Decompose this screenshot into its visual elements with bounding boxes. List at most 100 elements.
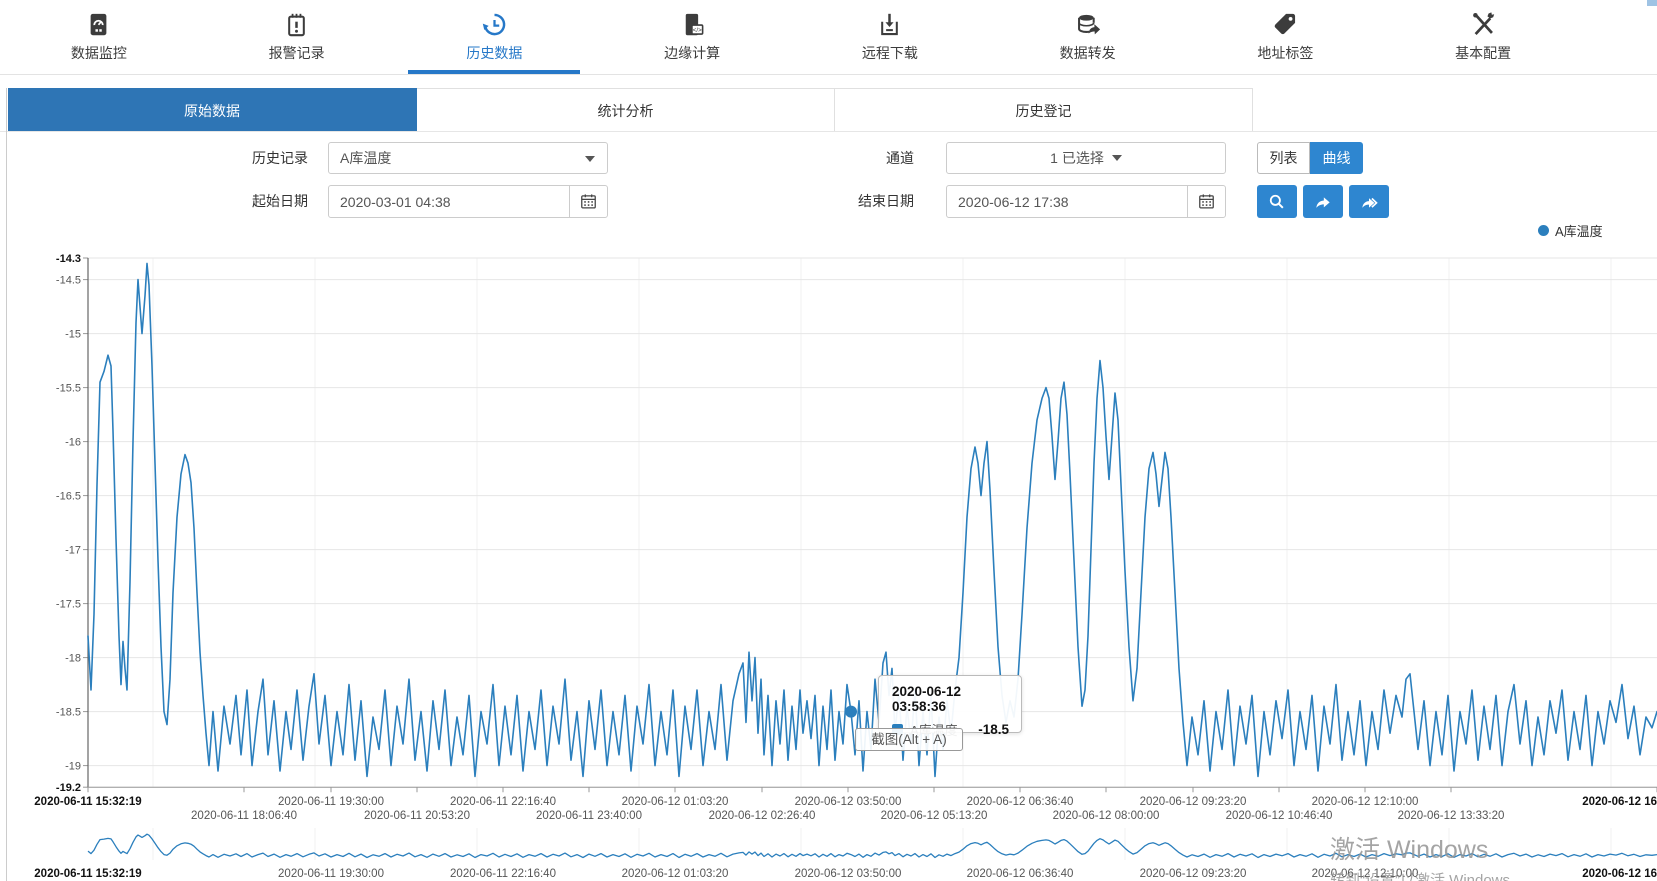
tab-history-log[interactable]: 历史登记 (835, 88, 1253, 132)
monitor-gauge-icon (91, 13, 107, 36)
datazoom-navigator[interactable]: 2020-06-11 15:32:19 2020-06-11 19:30:00 20… (34, 833, 1657, 880)
navigator-label: 2020-06-12 12:10:00 (1312, 868, 1419, 880)
search-icon (1269, 194, 1284, 209)
tab-statistics[interactable]: 统计分析 (417, 88, 835, 132)
history-record-value: A库温度 (340, 150, 392, 166)
legend-a-warehouse-temp[interactable]: A库温度 (1538, 221, 1603, 240)
svg-text:2020-06-11 22:16:40: 2020-06-11 22:16:40 (450, 796, 556, 808)
left-panel-border (6, 88, 7, 881)
end-date-box (946, 185, 1226, 218)
channel-select[interactable]: 1 已选择 (946, 142, 1226, 174)
address-tag-icon (1274, 13, 1295, 35)
export-button[interactable] (1303, 185, 1343, 218)
calendar-icon[interactable] (1187, 186, 1225, 217)
view-list-button[interactable]: 列表 (1257, 142, 1310, 174)
svg-text:2020-06-12 13:33:20: 2020-06-12 13:33:20 (1398, 810, 1505, 822)
history-record-label: 历史记录 (252, 150, 308, 166)
series-line (87, 262, 1657, 778)
start-date-label: 起始日期 (252, 193, 308, 209)
legend-label: A库温度 (1555, 224, 1603, 239)
basic-config-icon (1472, 12, 1494, 35)
svg-text:-15.5: -15.5 (56, 383, 81, 395)
axes (83, 257, 1657, 793)
navigator-label: 2020-06-11 22:16:40 (450, 868, 556, 880)
svg-text:-18: -18 (65, 653, 81, 665)
hovered-data-point[interactable] (845, 705, 857, 718)
alarm-record-icon (288, 13, 305, 37)
navigator-label: 2020-06-12 03:50:00 (795, 868, 902, 880)
edge-computing-icon: </> (685, 13, 704, 36)
svg-text:-16.5: -16.5 (56, 491, 81, 503)
gridlines (88, 257, 1657, 860)
svg-text:2020-06-12 12:10:00: 2020-06-12 12:10:00 (1312, 796, 1419, 808)
svg-text:2020-06-12 03:50:00: 2020-06-12 03:50:00 (795, 796, 902, 808)
nav-item-label: 报警记录 (268, 45, 325, 61)
history-record-select[interactable]: A库温度 (328, 142, 608, 174)
nav-divider (0, 74, 1657, 75)
nav-item-label: 基本配置 (1455, 45, 1512, 61)
data-forward-icon (1078, 14, 1101, 35)
svg-text:2020-06-11 19:30:00: 2020-06-11 19:30:00 (278, 796, 384, 808)
svg-text:2020-06-12 01:03:20: 2020-06-12 01:03:20 (622, 796, 729, 808)
nav-item-history-data[interactable]: 历史数据 (396, 0, 594, 74)
nav-item-label: 数据监控 (70, 45, 127, 61)
nav-item-data-forward[interactable]: 数据转发 (989, 0, 1187, 74)
view-curve-button[interactable]: 曲线 (1310, 142, 1363, 174)
svg-text:-17.5: -17.5 (56, 599, 81, 611)
history-clock-icon (482, 13, 506, 36)
tab-divider (0, 131, 1657, 132)
svg-text:2020-06-11 20:53:20: 2020-06-11 20:53:20 (364, 810, 470, 822)
channel-value: 1 已选择 (1050, 150, 1104, 166)
svg-text:-14.3: -14.3 (56, 253, 81, 265)
navigator-label: 2020-06-11 19:30:00 (278, 868, 384, 880)
svg-text:2020-06-11 15:32:19: 2020-06-11 15:32:19 (34, 796, 141, 808)
start-date-box (328, 185, 608, 218)
svg-text:2020-06-12 02:26:40: 2020-06-12 02:26:40 (709, 810, 816, 822)
start-date-input[interactable] (329, 193, 569, 210)
svg-text:</>: </> (692, 27, 701, 34)
svg-text:-19.2: -19.2 (56, 782, 81, 794)
export-all-button[interactable] (1349, 185, 1389, 218)
navigator-label: 2020-06-12 06:36:40 (967, 868, 1074, 880)
chevron-down-icon (1111, 155, 1122, 161)
scrollbar-fragment[interactable] (1647, 0, 1657, 6)
search-button[interactable] (1257, 185, 1297, 218)
svg-text:2020-06-12 05:13:20: 2020-06-12 05:13:20 (881, 810, 988, 822)
svg-text:2020-06-12 08:00:00: 2020-06-12 08:00:00 (1053, 810, 1160, 822)
nav-item-basic-config[interactable]: 基本配置 (1384, 0, 1582, 74)
chevron-down-icon (585, 156, 595, 162)
tooltip-timestamp: 2020-06-12 03:58:36 (892, 684, 962, 714)
svg-text:-19: -19 (65, 761, 81, 773)
svg-text:-16: -16 (65, 437, 81, 449)
navigator-label: 2020-06-11 15:32:19 (34, 868, 141, 880)
nav-item-label: 地址标签 (1257, 45, 1314, 61)
svg-text:2020-06-11 18:06:40: 2020-06-11 18:06:40 (191, 810, 297, 822)
channel-label: 通道 (886, 150, 914, 166)
svg-text:-14.5: -14.5 (56, 275, 81, 287)
end-date-input[interactable] (947, 193, 1187, 210)
svg-text:2020-06-12 09:23:20: 2020-06-12 09:23:20 (1140, 796, 1247, 808)
tooltip-value: -18.5 (978, 722, 1009, 737)
export-double-arrow-icon (1362, 197, 1378, 208)
nav-item-remote-download[interactable]: 远程下载 (791, 0, 989, 74)
nav-item-label: 远程下载 (861, 45, 918, 61)
navigator-label: 2020-06-12 09:23:20 (1140, 868, 1247, 880)
navigator-label: 2020-06-12 01:03:20 (622, 868, 729, 880)
calendar-icon[interactable] (569, 186, 607, 217)
nav-item-data-monitor[interactable]: 数据监控 (0, 0, 198, 74)
chart-tooltip: 2020-06-12 03:58:36 A库温度 -18.5 (878, 675, 1022, 738)
legend-dot-icon (1538, 225, 1549, 236)
svg-text:2020-06-12 06:36:40: 2020-06-12 06:36:40 (967, 796, 1074, 808)
nav-item-label: 边缘计算 (664, 45, 721, 61)
screenshot-hint: 截图(Alt + A) (855, 728, 963, 751)
navigator-label: 2020-06-12 16 (1582, 868, 1657, 880)
end-date-label: 结束日期 (858, 193, 914, 209)
nav-item-edge-computing[interactable]: </> 边缘计算 (593, 0, 791, 74)
nav-item-label: 历史数据 (466, 45, 523, 61)
nav-item-alarm-records[interactable]: 报警记录 (198, 0, 396, 74)
svg-text:-15: -15 (65, 329, 81, 341)
nav-item-address-tags[interactable]: 地址标签 (1187, 0, 1385, 74)
top-nav: 数据监控 报警记录 历史数据 </> 边缘计算 远程下载 数据转发 地址标签 基本配置 (0, 0, 1582, 74)
